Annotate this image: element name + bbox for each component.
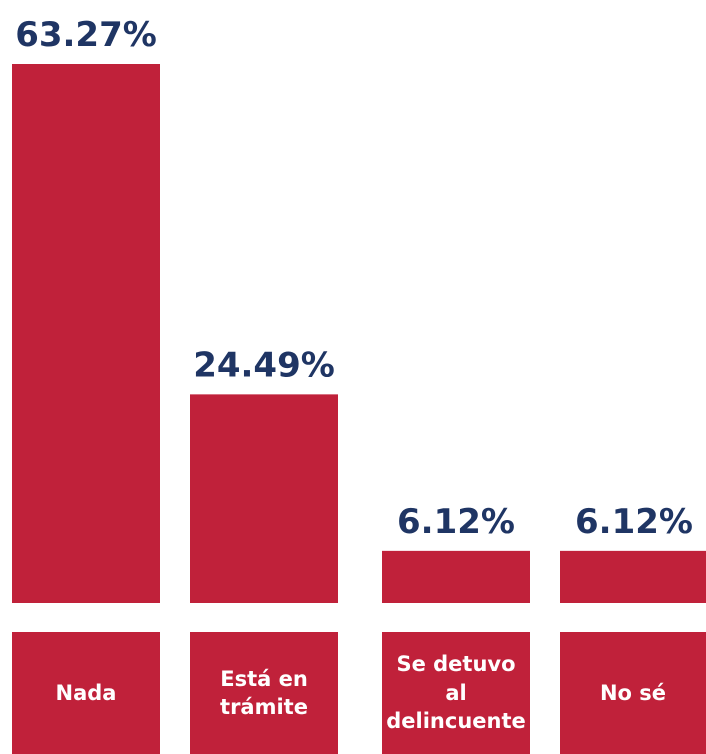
value-label: 6.12% <box>575 502 693 542</box>
bar <box>382 550 530 603</box>
value-label: 6.12% <box>397 502 515 542</box>
bar <box>560 550 706 603</box>
category-label: No sé <box>560 632 706 754</box>
category-label: Está en trámite <box>190 632 338 754</box>
category-label: Se detuvo al delincuente <box>382 632 530 754</box>
bar <box>12 64 160 603</box>
value-label: 63.27% <box>15 15 157 55</box>
category-label: Nada <box>12 632 160 754</box>
bar <box>190 394 338 603</box>
value-label: 24.49% <box>193 345 335 385</box>
